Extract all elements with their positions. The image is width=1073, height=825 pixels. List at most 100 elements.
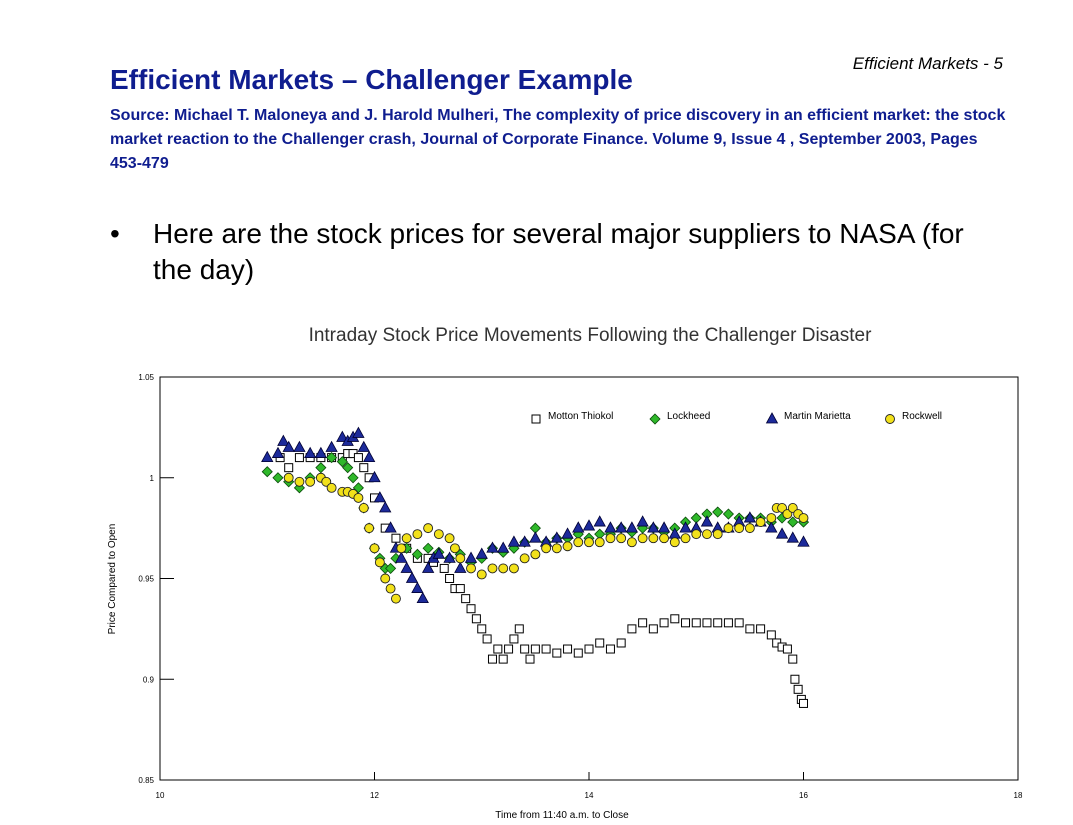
martin-marietta-point — [593, 515, 606, 527]
motton-thiokol-point — [530, 644, 540, 654]
rockwell-point — [669, 537, 680, 548]
motton-thiokol-point — [584, 644, 594, 654]
motton-thiokol-point — [595, 638, 605, 648]
motton-thiokol-point — [461, 594, 471, 604]
lockheed-point — [272, 472, 284, 484]
x-tick-label: 10 — [156, 791, 165, 800]
motton-thiokol-point — [766, 630, 776, 640]
rockwell-point — [423, 523, 434, 534]
martin-marietta-point — [786, 531, 799, 543]
rockwell-point — [487, 563, 498, 574]
martin-marietta-point — [416, 591, 429, 604]
martin-marietta-point — [395, 551, 408, 563]
rockwell-point — [659, 533, 670, 544]
rockwell-point — [702, 529, 712, 540]
axis-ticks: 10 12 14 16 18 0.85 0.9 0.95 1 1.05 — [138, 373, 1023, 800]
martin-marietta-point — [443, 551, 456, 563]
motton-thiokol-point — [514, 624, 524, 634]
martin-marietta-point — [373, 491, 387, 503]
lockheed-point — [385, 562, 397, 574]
motton-thiokol-point — [493, 644, 503, 654]
martin-marietta-point — [293, 440, 306, 452]
martin-marietta-point — [486, 541, 499, 553]
rockwell-point — [541, 543, 552, 554]
motton-thiokol-point — [525, 654, 535, 664]
rockwell-point — [766, 513, 777, 524]
martin-marietta-point — [411, 581, 424, 593]
martin-marietta-point — [743, 511, 757, 523]
plot-area — [159, 376, 1019, 781]
motton-thiokol-point — [702, 618, 712, 628]
legend-label-rockwell: Rockwell — [902, 411, 942, 422]
y-tick-label: 1 — [150, 474, 155, 483]
martin-marietta-point — [550, 531, 564, 543]
lockheed-point — [326, 452, 338, 464]
martin-marietta-point — [282, 440, 295, 452]
martin-marietta-point — [475, 547, 488, 559]
slide-title: Efficient Markets – Challenger Example — [110, 64, 633, 95]
martin-marietta-point — [325, 440, 338, 452]
rockwell-point — [594, 537, 605, 548]
x-tick-label: 12 — [370, 791, 379, 800]
motton-thiokol-point — [391, 533, 401, 543]
y-tick-label: 0.9 — [143, 675, 155, 684]
martin-marietta-point — [765, 521, 778, 533]
rockwell-point — [396, 543, 407, 554]
martin-marietta-point — [636, 515, 649, 527]
rockwell-point — [573, 537, 584, 548]
martin-marietta-point — [497, 541, 510, 553]
legend-marker-lockheed — [649, 413, 661, 425]
motton-thiokol-point — [648, 624, 658, 634]
legend-marker-motton-thiokol — [531, 414, 541, 424]
rockwell-point — [712, 529, 723, 540]
rockwell-point — [584, 537, 594, 548]
motton-thiokol-point — [793, 684, 803, 694]
martin-marietta-point — [614, 521, 628, 533]
rockwell-point — [498, 563, 509, 574]
martin-marietta-point — [362, 450, 376, 463]
motton-thiokol-point — [509, 634, 519, 644]
motton-thiokol-point — [799, 698, 808, 708]
rockwell-point — [391, 593, 401, 604]
lockheed-point — [411, 548, 423, 560]
rockwell-point — [444, 533, 455, 544]
rockwell-point — [626, 537, 637, 548]
motton-thiokol-point — [756, 624, 766, 634]
rockwell-point — [616, 533, 627, 544]
motton-thiokol-point — [520, 644, 530, 654]
rockwell-point — [691, 529, 702, 540]
martin-marietta-point — [357, 440, 370, 452]
martin-marietta-point — [277, 434, 290, 446]
legend-label-lockheed: Lockheed — [667, 411, 710, 422]
slide-number-label: Efficient Markets - 5 — [852, 54, 1003, 73]
motton-thiokol-point — [487, 654, 497, 664]
motton-thiokol-point — [504, 644, 514, 654]
martin-marietta-point — [561, 527, 574, 539]
martin-marietta-point — [700, 515, 714, 527]
x-tick-label: 14 — [585, 791, 594, 800]
martin-marietta-point — [379, 501, 392, 513]
lockheed-point — [347, 472, 359, 484]
rockwell-point — [755, 517, 766, 528]
motton-thiokol-point — [681, 618, 691, 628]
rockwell-point — [680, 533, 691, 544]
motton-thiokol-point — [353, 453, 363, 463]
rockwell-point — [530, 549, 541, 560]
motton-thiokol-point — [790, 674, 800, 684]
martin-marietta-point — [518, 535, 531, 547]
motton-thiokol-point — [471, 614, 481, 624]
rockwell-point — [385, 583, 396, 594]
lockheed-point — [712, 506, 724, 518]
rockwell-point — [326, 482, 337, 493]
chart-title: Intraday Stock Price Movements Following… — [309, 325, 873, 346]
legend-marker-rockwell — [885, 414, 895, 424]
motton-thiokol-point — [745, 624, 755, 634]
legend-marker-martin-marietta — [765, 412, 779, 424]
rockwell-point — [562, 541, 573, 552]
martin-marietta-point — [657, 521, 671, 533]
martin-marietta-point — [582, 519, 596, 531]
martin-marietta-point — [336, 430, 349, 442]
legend: Motton Thiokol Lockheed Martin Marietta Roc… — [531, 411, 942, 425]
martin-marietta-point — [625, 521, 639, 533]
rockwell-point — [294, 476, 305, 487]
